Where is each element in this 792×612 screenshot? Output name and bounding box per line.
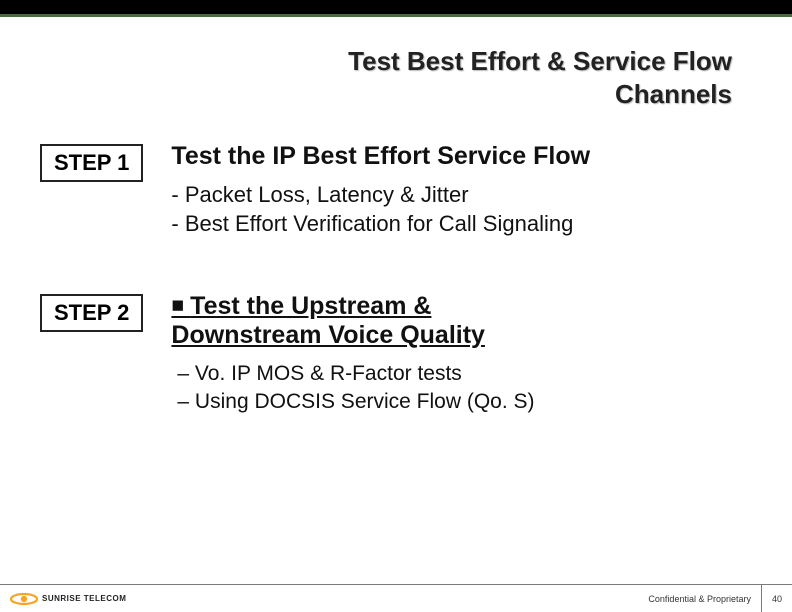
content-area: STEP 1 Test the IP Best Effort Service F… xyxy=(0,110,792,416)
top-bar xyxy=(0,0,792,14)
step-2-bullet-1: – Vo. IP MOS & R-Factor tests xyxy=(171,360,742,388)
square-bullet-icon xyxy=(171,292,190,320)
page-number-wrap: 40 xyxy=(761,585,792,612)
step-1-row: STEP 1 Test the IP Best Effort Service F… xyxy=(40,142,742,238)
slide-title-line2: Channels xyxy=(0,78,732,111)
step-1-badge: STEP 1 xyxy=(40,144,143,182)
step-1-bullet-2: - Best Effort Verification for Call Sign… xyxy=(171,210,742,239)
page-number: 40 xyxy=(772,594,782,604)
step-2-heading: Test the Upstream & Downstream Voice Qua… xyxy=(171,292,742,350)
slide-title: Test Best Effort & Service Flow Channels xyxy=(0,17,792,110)
logo-text: SUNRISE TELECOM xyxy=(42,594,126,603)
slide-title-line1: Test Best Effort & Service Flow xyxy=(0,45,732,78)
step-1-heading: Test the IP Best Effort Service Flow xyxy=(171,142,742,171)
step-2-badge: STEP 2 xyxy=(40,294,143,332)
step-1-bullet-1: - Packet Loss, Latency & Jitter xyxy=(171,181,742,210)
step-2-heading-line2: Downstream Voice Quality xyxy=(171,321,485,349)
step-2-heading-line1: Test the Upstream & xyxy=(190,292,431,320)
step-2-row: STEP 2 Test the Upstream & Downstream Vo… xyxy=(40,292,742,416)
sunrise-logo-icon xyxy=(10,590,38,608)
footer: SUNRISE TELECOM Confidential & Proprieta… xyxy=(0,584,792,612)
step-1-body: Test the IP Best Effort Service Flow - P… xyxy=(171,142,742,238)
step-2-body: Test the Upstream & Downstream Voice Qua… xyxy=(171,292,742,416)
footer-right: Confidential & Proprietary 40 xyxy=(638,585,792,612)
logo: SUNRISE TELECOM xyxy=(10,590,126,608)
step-2-bullet-2: – Using DOCSIS Service Flow (Qo. S) xyxy=(171,388,742,416)
confidential-label: Confidential & Proprietary xyxy=(638,594,761,604)
